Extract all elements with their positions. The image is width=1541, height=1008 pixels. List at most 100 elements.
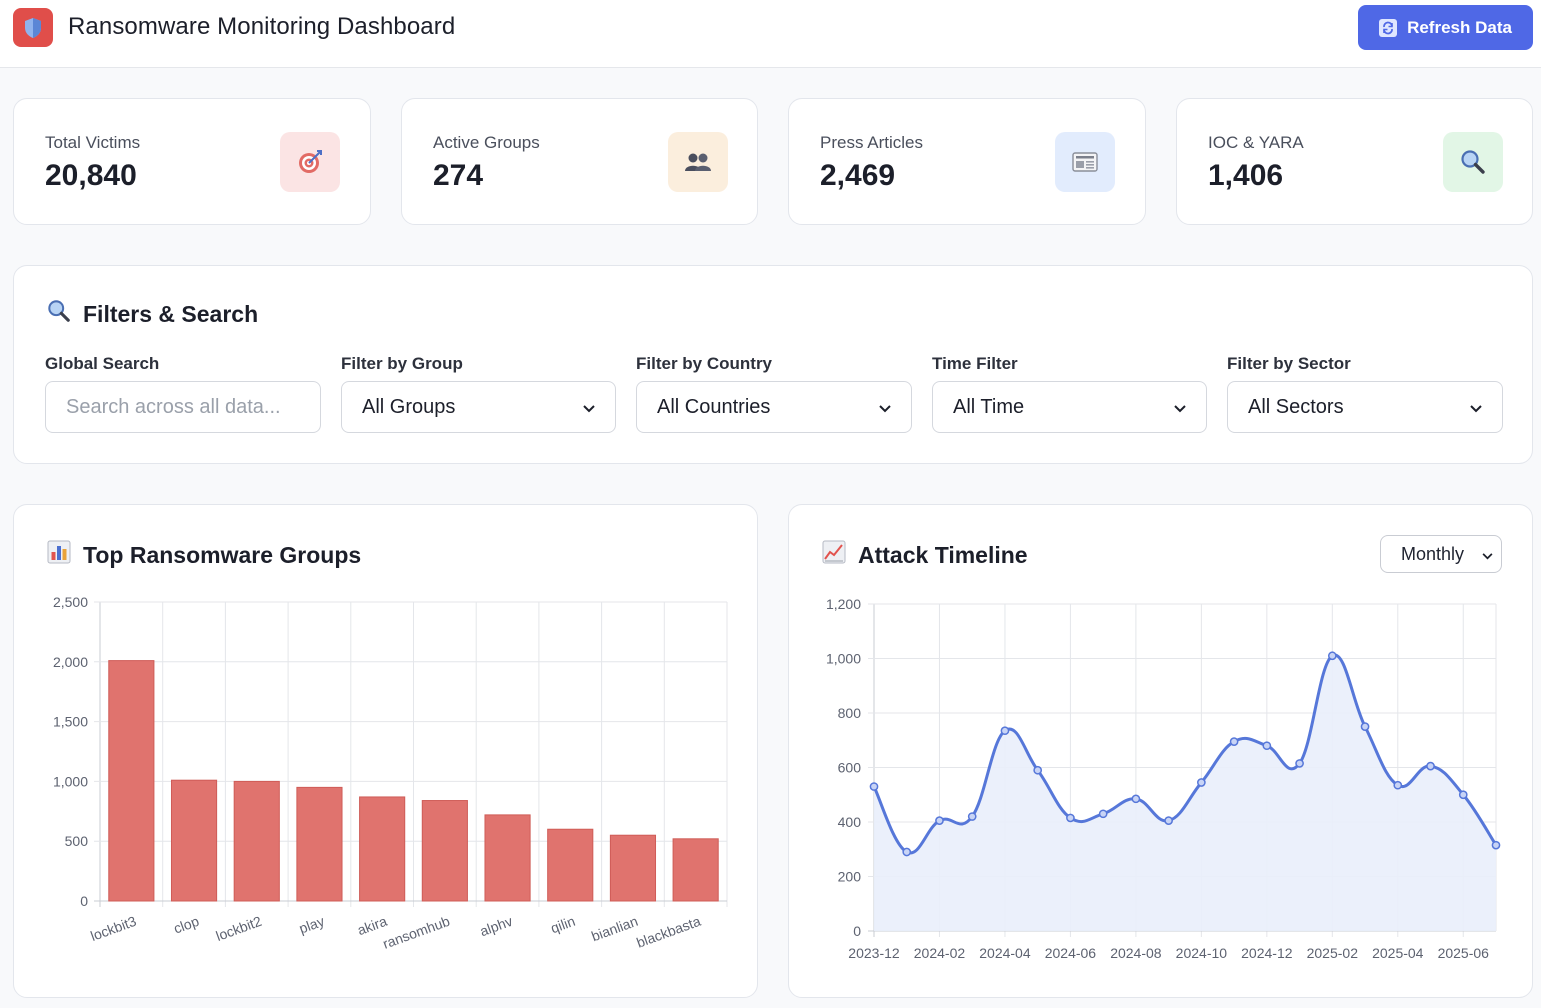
timeline-point-2024-11 — [1229, 737, 1239, 746]
timeline-point-2025-03 — [1360, 722, 1370, 731]
bar-chart-icon — [47, 540, 71, 570]
chevron-down-icon — [1482, 544, 1493, 565]
timeline-point-2024-02 — [935, 816, 944, 825]
x-tick-label: qilin — [548, 913, 577, 937]
y-tick-label: 1,000 — [53, 773, 88, 789]
bar-ransomhub — [421, 800, 468, 902]
x-tick-label: bianlian — [589, 913, 640, 945]
bar-clop — [170, 779, 218, 902]
country-filter-label: Filter by Country — [636, 354, 773, 373]
y-tick-label: 400 — [838, 814, 862, 830]
stat-value: 274 — [433, 159, 484, 192]
x-tick-label: 2023-12 — [848, 945, 900, 961]
y-tick-label: 0 — [80, 893, 88, 909]
stat-label: Active Groups — [433, 133, 540, 152]
shield-logo-icon — [13, 8, 53, 47]
target-icon — [280, 132, 340, 192]
bar-lockbit2 — [233, 780, 280, 902]
timeline-point-2024-06 — [1066, 813, 1075, 823]
bar-akira — [359, 796, 406, 902]
x-tick-label: 2024-10 — [1176, 945, 1228, 961]
stat-value: 20,840 — [45, 159, 137, 192]
bar-play — [296, 786, 343, 902]
filters-title-text: Filters & Search — [83, 300, 259, 327]
stat-card-ioc-yara: IOC & YARA 1,406 — [1176, 98, 1533, 225]
attack-timeline-title: Attack Timeline — [822, 540, 1028, 570]
y-tick-label: 1,000 — [826, 651, 861, 667]
x-tick-label: 2025-06 — [1438, 945, 1490, 961]
stat-card-press-articles: Press Articles 2,469 — [788, 98, 1146, 225]
search-icon — [47, 299, 71, 329]
stat-card-active-groups: Active Groups 274 — [401, 98, 758, 225]
timeline-point-2024-01 — [902, 847, 912, 857]
x-tick-label: 2024-12 — [1241, 945, 1293, 961]
x-tick-label: 2024-02 — [914, 945, 966, 961]
y-tick-label: 1,200 — [826, 596, 861, 612]
filters-panel: Filters & Search Global Search Filter by… — [13, 265, 1533, 464]
timeline-point-2024-12 — [1262, 741, 1272, 751]
line-chart-icon — [822, 540, 846, 570]
y-tick-label: 500 — [65, 833, 89, 849]
x-tick-label: ransomhub — [381, 913, 452, 952]
timeline-point-2024-09 — [1164, 816, 1173, 825]
y-tick-label: 1,500 — [53, 714, 88, 730]
time-filter-value: All Time — [953, 395, 1025, 418]
x-tick-label: 2024-04 — [979, 945, 1031, 961]
top-groups-card: Top Ransomware Groups 0 500 1,000 1,500 2,00… — [13, 504, 758, 998]
group-filter-select[interactable]: All Groups — [341, 381, 616, 433]
bar-blackbasta — [672, 838, 719, 902]
timeline-point-2025-07 — [1491, 840, 1501, 850]
chevron-down-icon — [1174, 396, 1186, 419]
bar-bianlian — [609, 834, 657, 902]
timeline-point-2024-05 — [1033, 765, 1043, 775]
x-tick-label: lockbit3 — [88, 913, 138, 944]
refresh-label: Refresh Data — [1407, 17, 1512, 37]
attack-timeline-title-text: Attack Timeline — [858, 541, 1028, 568]
y-tick-label: 200 — [838, 869, 862, 885]
y-tick-label: 600 — [838, 760, 862, 776]
sector-filter-value: All Sectors — [1248, 395, 1344, 418]
top-groups-title-text: Top Ransomware Groups — [83, 541, 362, 568]
timeline-point-2025-01 — [1295, 759, 1304, 768]
time-filter-label: Time Filter — [932, 354, 1018, 373]
sector-filter-select[interactable]: All Sectors — [1227, 381, 1503, 433]
stat-card-total-victims: Total Victims 20,840 — [13, 98, 371, 225]
attack-timeline-chart: 0 200 400 600 800 1,000 1,200 2023-12 2024-02 202… — [826, 596, 1501, 961]
sector-filter-label: Filter by Sector — [1227, 354, 1351, 373]
top-groups-title: Top Ransomware Groups — [47, 540, 361, 570]
timeline-point-2025-06 — [1458, 790, 1468, 800]
bar-alphv — [484, 814, 531, 902]
app-title: Ransomware Monitoring Dashboard — [68, 13, 456, 40]
x-tick-label: clop — [171, 913, 201, 937]
timeline-point-2025-05 — [1426, 761, 1435, 771]
timeline-point-2024-08 — [1131, 794, 1141, 804]
timeline-point-2025-04 — [1393, 780, 1403, 790]
global-search-label: Global Search — [45, 354, 160, 373]
timeline-point-2024-07 — [1098, 809, 1108, 819]
stat-label: Press Articles — [820, 133, 923, 152]
filters-title: Filters & Search — [47, 299, 258, 329]
timeline-point-2024-03 — [967, 812, 977, 821]
x-tick-label: 2025-04 — [1372, 945, 1424, 961]
y-tick-label: 800 — [838, 705, 862, 721]
users-icon — [668, 132, 728, 192]
x-tick-label: alphv — [478, 913, 515, 939]
bar-lockbit3 — [108, 660, 155, 902]
x-tick-label: blackbasta — [634, 913, 703, 951]
refresh-data-button[interactable]: Refresh Data — [1358, 5, 1533, 50]
x-tick-label: play — [297, 913, 327, 937]
refresh-icon — [1379, 18, 1398, 37]
stat-value: 2,469 — [820, 159, 896, 192]
stat-value: 1,406 — [1208, 159, 1284, 192]
top-groups-bar-chart: 0 500 1,000 1,500 2,000 2,500 lockbit3 clop lock… — [53, 594, 728, 952]
magnifier-icon — [1443, 132, 1503, 192]
country-filter-select[interactable]: All Countries — [636, 381, 912, 433]
bar-qilin — [547, 828, 594, 902]
newspaper-icon — [1055, 132, 1115, 192]
attack-timeline-card: Attack Timeline Monthly 0 200 400 600 800 1,0… — [788, 504, 1533, 998]
global-search-input[interactable] — [45, 381, 321, 433]
timeline-period-select[interactable]: Monthly — [1380, 535, 1502, 573]
top-bar: Ransomware Monitoring Dashboard Refresh … — [0, 0, 1541, 68]
timeline-point-2025-02 — [1327, 651, 1337, 661]
time-filter-select[interactable]: All Time — [932, 381, 1207, 433]
